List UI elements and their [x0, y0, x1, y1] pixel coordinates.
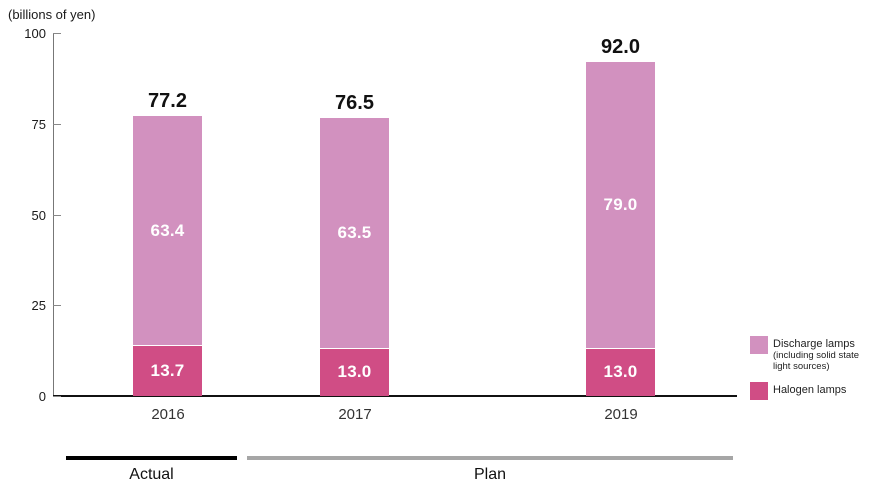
segment-halogen-2017: 13.0	[320, 348, 389, 396]
y-tick-label-100: 100	[24, 26, 46, 41]
segment-value-discharge-2017: 63.5	[337, 223, 372, 243]
stacked-bar-2019: 79.0 13.0	[586, 62, 655, 396]
legend-swatch-halogen	[750, 382, 768, 400]
legend-label-discharge-sub: (including solid state light sources)	[773, 350, 860, 372]
segment-discharge-2017: 63.5	[320, 118, 389, 349]
y-tick-label-25: 25	[31, 298, 46, 314]
plan-span-label: Plan	[473, 466, 507, 483]
x-axis-baseline	[53, 395, 737, 397]
x-category-label-2016: 2016	[151, 406, 185, 423]
segment-discharge-2016: 63.4	[133, 116, 202, 347]
y-tick-mark-75	[53, 123, 61, 125]
segment-value-discharge-2019: 79.0	[603, 194, 638, 214]
y-axis-unit-label: (billions of yen)	[8, 7, 96, 22]
actual-span-line	[66, 456, 237, 460]
segment-discharge-2019: 79.0	[586, 62, 655, 349]
stacked-bar-2017: 63.5 13.0	[320, 118, 389, 396]
legend-item-discharge: Discharge lamps (including solid state l…	[750, 336, 875, 372]
legend-swatch-discharge	[750, 336, 768, 354]
legend-label-halogen: Halogen lamps	[773, 384, 847, 396]
segment-halogen-2019: 13.0	[586, 348, 655, 396]
plot-area: 63.4 13.7 63.5 13.0 79.0 13.0	[53, 33, 737, 397]
x-category-label-2019: 2019	[604, 406, 638, 423]
segment-value-halogen-2016: 13.7	[150, 361, 185, 381]
segment-value-halogen-2017: 13.0	[337, 362, 372, 382]
y-tick-label-0: 0	[38, 389, 46, 404]
legend-label-discharge-main: Discharge lamps	[773, 338, 855, 350]
stacked-bar-2016: 63.4 13.7	[133, 116, 202, 396]
y-tick-mark-50	[53, 214, 61, 216]
x-category-label-2017: 2017	[338, 406, 372, 423]
total-value-2016: 77.2	[148, 89, 187, 112]
y-tick-label-50: 50	[31, 207, 46, 223]
legend-item-halogen: Halogen lamps	[750, 382, 875, 400]
actual-span-label: Actual	[129, 466, 174, 483]
y-tick-label-75: 75	[31, 116, 46, 132]
segment-value-halogen-2019: 13.0	[603, 362, 638, 382]
segment-value-discharge-2016: 63.4	[150, 220, 185, 240]
y-tick-mark-25	[53, 305, 61, 307]
y-tick-mark-0	[53, 396, 61, 397]
plan-span-line	[247, 456, 733, 460]
legend: Discharge lamps (including solid state l…	[750, 336, 875, 410]
y-tick-mark-100	[53, 33, 61, 34]
total-value-2017: 76.5	[335, 92, 374, 115]
segment-halogen-2016: 13.7	[133, 346, 202, 396]
legend-label-discharge: Discharge lamps (including solid state l…	[773, 336, 875, 372]
total-value-2019: 92.0	[601, 36, 640, 59]
